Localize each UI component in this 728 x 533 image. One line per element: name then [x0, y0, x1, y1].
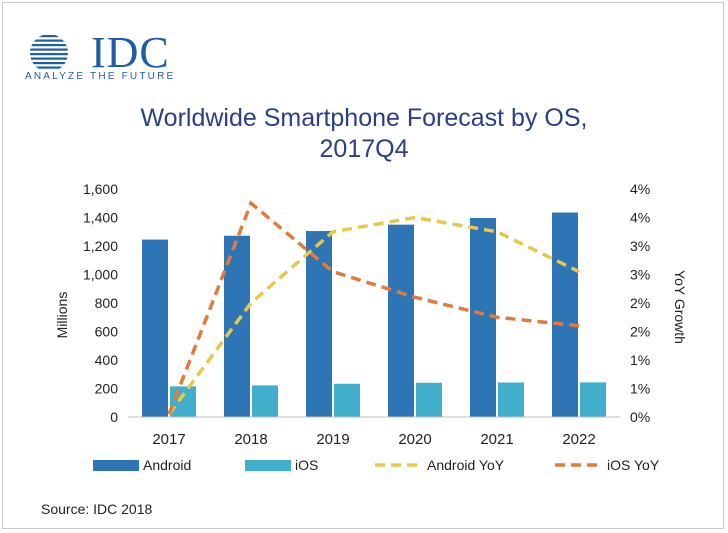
bar-ios: [498, 382, 524, 417]
line-android-yoy: [167, 215, 580, 416]
legend-label: iOS: [295, 457, 318, 473]
legend-label: Android YoY: [427, 457, 505, 473]
y-tick-label: 400: [95, 352, 119, 368]
legend-label: Android: [143, 457, 191, 473]
y-tick-label: 1,400: [83, 210, 118, 226]
y-axis-left: 0 200 400 600 800 1,000 1,200 1,400 1,600: [83, 183, 118, 425]
y-tick-label: 1,000: [83, 267, 118, 283]
y-tick-label: 600: [95, 324, 119, 340]
line-ios-yoy: [167, 200, 580, 415]
y2-tick-label: 1%: [630, 381, 650, 397]
globe-icon: [30, 35, 68, 69]
bar-ios: [170, 386, 196, 417]
x-tick-label: 2021: [480, 431, 513, 448]
chart-svg: 0 200 400 600 800 1,000 1,200 1,400 1,600 0% 1% 1%…: [54, 183, 688, 473]
x-tick-label: 2022: [562, 431, 595, 448]
bar-ios: [252, 385, 278, 417]
y-tick-label: 800: [95, 295, 119, 311]
x-tick-label: 2018: [234, 431, 267, 448]
bar-android: [552, 212, 578, 417]
yoy-lines: [167, 200, 580, 416]
y2-tick-label: 2%: [630, 295, 650, 311]
bar-android: [142, 239, 168, 417]
chart-title-line1: Worldwide Smartphone Forecast by OS,: [140, 104, 588, 132]
chart-title-line2: 2017Q4: [319, 135, 409, 163]
bar-ios: [580, 382, 606, 417]
logo-tagline: ANALYZE THE FUTURE: [25, 71, 176, 82]
legend-label: iOS YoY: [607, 457, 660, 473]
logo-wordmark: IDC: [91, 28, 170, 77]
y2-tick-label: 3%: [630, 238, 650, 254]
x-tick-label: 2019: [316, 431, 349, 448]
y2-tick-label: 3%: [630, 267, 650, 283]
legend-swatch: [245, 460, 291, 471]
bar-ios: [334, 383, 360, 417]
y2-tick-label: 0%: [630, 409, 650, 425]
y2-tick-label: 2%: [630, 324, 650, 340]
x-tick-label: 2017: [152, 431, 185, 448]
y-axis-label: Millions: [54, 292, 70, 339]
y-axis-right: 0% 1% 1% 2% 2% 3% 3% 4% 4%: [630, 183, 650, 425]
legend-swatch: [93, 460, 139, 471]
idc-logo: IDC ANALYZE THE FUTURE: [25, 28, 185, 85]
x-axis: 2017 2018 2019 2020 2021 2022: [128, 416, 620, 448]
y2-axis-label: YoY Growth: [672, 270, 688, 344]
y2-tick-label: 4%: [630, 210, 650, 226]
bars: [142, 212, 606, 417]
source-note: Source: IDC 2018: [41, 501, 153, 517]
y2-tick-label: 1%: [630, 352, 650, 368]
legend: Android iOS Android YoY iOS YoY: [93, 457, 660, 473]
bar-android: [306, 231, 332, 417]
y-tick-label: 1,200: [83, 238, 118, 254]
y-tick-label: 200: [95, 381, 119, 397]
y-tick-label: 0: [110, 409, 118, 425]
bar-ios: [416, 382, 442, 417]
bar-android: [388, 224, 414, 417]
y2-tick-label: 4%: [630, 183, 650, 197]
chart-title: Worldwide Smartphone Forecast by OS, 201…: [3, 103, 725, 165]
x-tick-label: 2020: [398, 431, 431, 448]
y-tick-label: 1,600: [83, 183, 118, 197]
bar-android: [224, 235, 250, 417]
